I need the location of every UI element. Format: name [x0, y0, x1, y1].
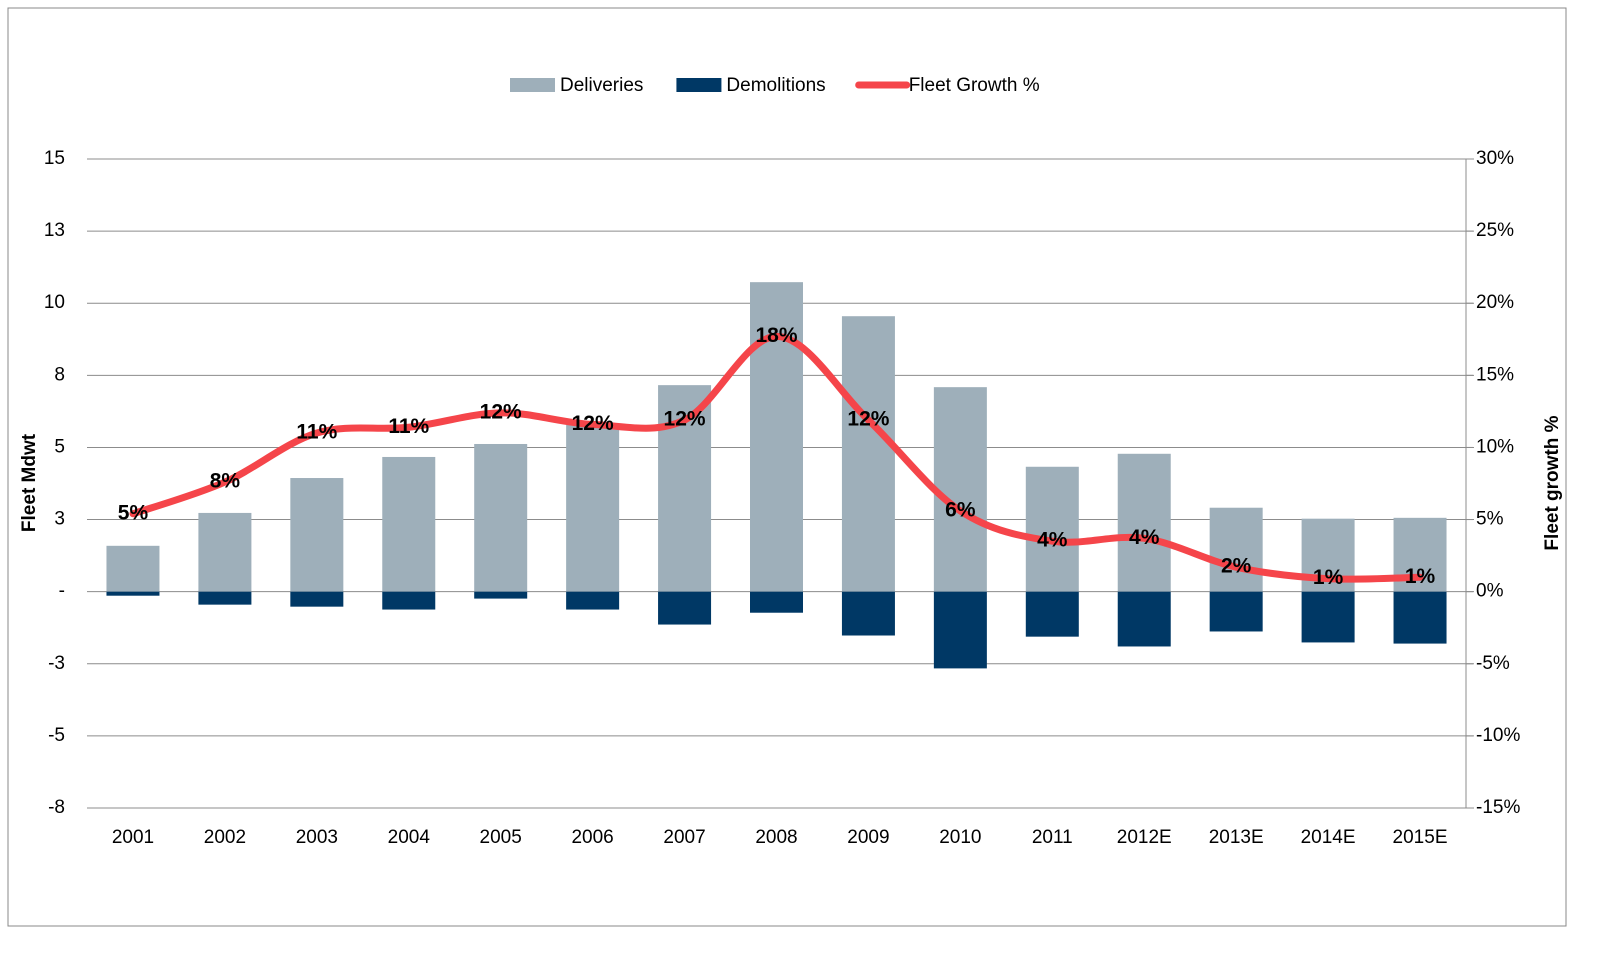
bar: [474, 591, 528, 599]
x-tick-label: 2003: [296, 827, 338, 848]
bar: [566, 591, 620, 610]
y-tick-label: -5: [48, 725, 65, 746]
x-tick-label: 2015E: [1393, 827, 1448, 848]
data-label: 6%: [945, 498, 976, 521]
legend-swatch: [676, 78, 722, 92]
line: [129, 332, 1424, 583]
bar: [198, 591, 252, 605]
y2-axis-title: Fleet growth %: [1542, 415, 1563, 550]
data-label: 12%: [664, 408, 706, 431]
y2-tick-label: -15%: [1476, 797, 1520, 818]
y2-tick-label: 25%: [1476, 220, 1514, 241]
bar: [1209, 591, 1263, 632]
bar: [658, 591, 712, 625]
y2-tick-label: 30%: [1476, 148, 1514, 169]
x-tick-label: 2005: [480, 827, 522, 848]
bar: [290, 591, 344, 607]
data-label: 12%: [572, 412, 614, 435]
bar: [933, 591, 987, 669]
data-label: 11%: [388, 415, 429, 438]
y-tick-label: 10: [44, 292, 65, 313]
bar: [382, 456, 436, 592]
bar: [841, 316, 895, 592]
legend-label: Deliveries: [560, 75, 643, 96]
y-tick-label: -: [59, 581, 65, 602]
bar: [1025, 466, 1079, 592]
x-tick-label: 2012E: [1117, 827, 1172, 848]
data-label: 4%: [1037, 529, 1068, 552]
y2-tick-label: 15%: [1476, 364, 1514, 385]
x-tick-label: 2014E: [1301, 827, 1356, 848]
bar: [1209, 507, 1263, 592]
y2-tick-label: 20%: [1476, 292, 1514, 313]
bar: [198, 512, 252, 592]
y-tick-label: -3: [48, 653, 65, 674]
bar: [933, 387, 987, 592]
y2-tick-label: 10%: [1476, 436, 1514, 457]
legend-label: Demolitions: [726, 75, 825, 96]
x-tick-label: 2007: [663, 827, 705, 848]
data-label: 1%: [1405, 565, 1436, 588]
x-tick-label: 2013E: [1209, 827, 1264, 848]
bar: [1025, 591, 1079, 637]
data-label: 4%: [1129, 526, 1160, 549]
y-tick-label: 13: [44, 220, 65, 241]
data-label: 2%: [1221, 555, 1252, 578]
bar: [566, 424, 620, 592]
bar: [382, 591, 436, 610]
y-tick-label: 8: [54, 364, 65, 385]
y-tick-label: -8: [48, 797, 65, 818]
bar: [290, 478, 344, 592]
x-tick-label: 2001: [112, 827, 154, 848]
y-tick-label: 3: [54, 509, 65, 530]
bar: [106, 591, 160, 596]
bar: [1117, 591, 1171, 647]
y2-tick-label: -10%: [1476, 725, 1520, 746]
bar: [750, 591, 803, 613]
y2-tick-label: -5%: [1476, 653, 1510, 674]
data-label: 12%: [480, 400, 522, 423]
legend-swatch: [510, 78, 555, 92]
x-tick-label: 2008: [755, 827, 797, 848]
data-label: 5%: [118, 501, 149, 524]
bar: [474, 443, 528, 592]
y-tick-label: 15: [44, 148, 65, 169]
y2-tick-label: 5%: [1476, 509, 1504, 530]
data-label: 18%: [755, 324, 797, 347]
bar: [1117, 453, 1171, 592]
bar: [841, 591, 895, 636]
x-tick-label: 2009: [847, 827, 889, 848]
bar: [1393, 591, 1447, 644]
x-tick-label: 2011: [1032, 827, 1073, 848]
x-tick-label: 2010: [939, 827, 981, 848]
x-tick-label: 2004: [388, 827, 431, 848]
data-label: 1%: [1313, 566, 1344, 589]
legend-label: Fleet Growth %: [909, 75, 1040, 96]
x-tick-label: 2006: [571, 827, 613, 848]
bar: [106, 545, 160, 592]
data-label: 8%: [210, 470, 241, 493]
y2-tick-label: 0%: [1476, 581, 1504, 602]
bar: [1301, 591, 1355, 643]
data-label: 11%: [296, 421, 337, 444]
y-axis-title: Fleet Mdwt: [19, 433, 40, 532]
data-label: 12%: [847, 408, 889, 431]
y-tick-label: 5: [54, 436, 65, 457]
x-tick-label: 2002: [204, 827, 246, 848]
